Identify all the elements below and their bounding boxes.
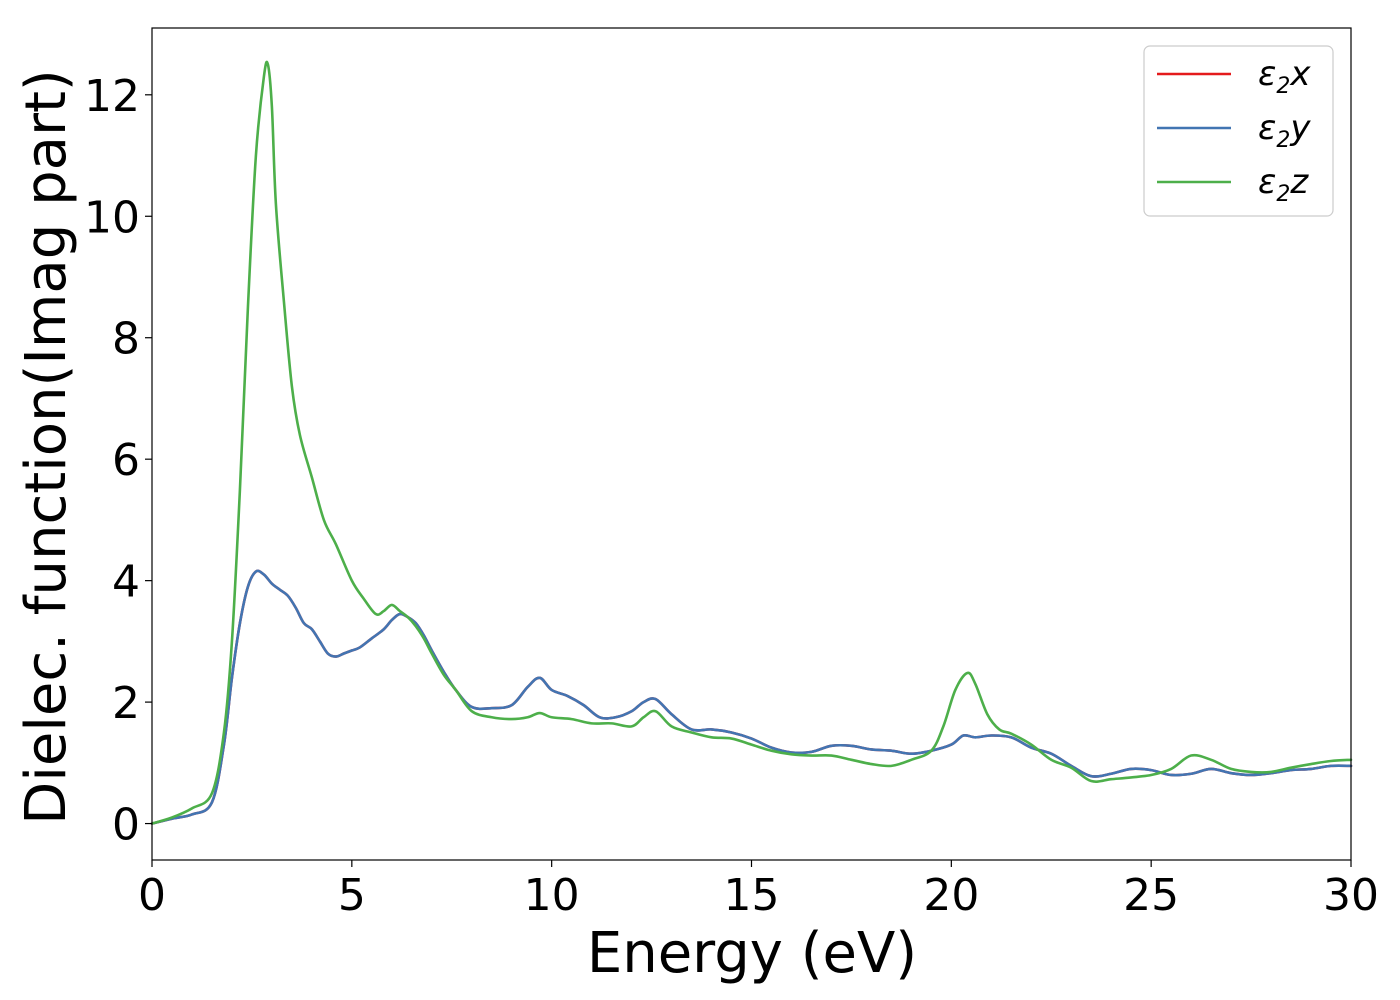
legend-entry-z: ε2z: [1157, 162, 1309, 207]
x-tick-label: 5: [338, 870, 366, 921]
legend-entry-y: ε2y: [1157, 108, 1311, 153]
legend-label: ε2y: [1258, 108, 1311, 153]
legend-entry-x: ε2x: [1157, 54, 1311, 99]
x-tick-label: 0: [138, 870, 166, 921]
x-tick-label: 20: [923, 870, 979, 921]
y-tick-label: 12: [84, 71, 140, 122]
x-tick-label: 30: [1323, 870, 1379, 921]
y-tick-label: 6: [112, 435, 140, 486]
legend-frame: [1143, 45, 1334, 217]
legend-label: ε2z: [1258, 162, 1309, 207]
y-tick-label: 2: [112, 678, 140, 729]
y-tick-label: 10: [84, 192, 140, 243]
x-tick-label: 25: [1123, 870, 1179, 921]
x-axis-label: Energy (eV): [587, 921, 917, 986]
x-tick-label: 10: [524, 870, 580, 921]
series-line-z: [150, 60, 1353, 825]
y-axis-label: Dielec. function(Imag part): [14, 69, 79, 825]
legend-label: ε2x: [1258, 54, 1311, 99]
x-tick-label: 15: [724, 870, 780, 921]
y-tick-label: 0: [112, 800, 140, 851]
series-layer: [150, 60, 1353, 825]
series-line-y: [150, 569, 1353, 825]
legend: ε2x ε2y ε2z: [1143, 45, 1334, 217]
y-tick-label: 4: [112, 557, 140, 608]
y-tick-label: 8: [112, 314, 140, 365]
x-axis-ticks: 0 5 10 15 20 25 30: [138, 860, 1379, 921]
y-axis-ticks: 0 2 4 6 8 10 12: [84, 71, 152, 851]
